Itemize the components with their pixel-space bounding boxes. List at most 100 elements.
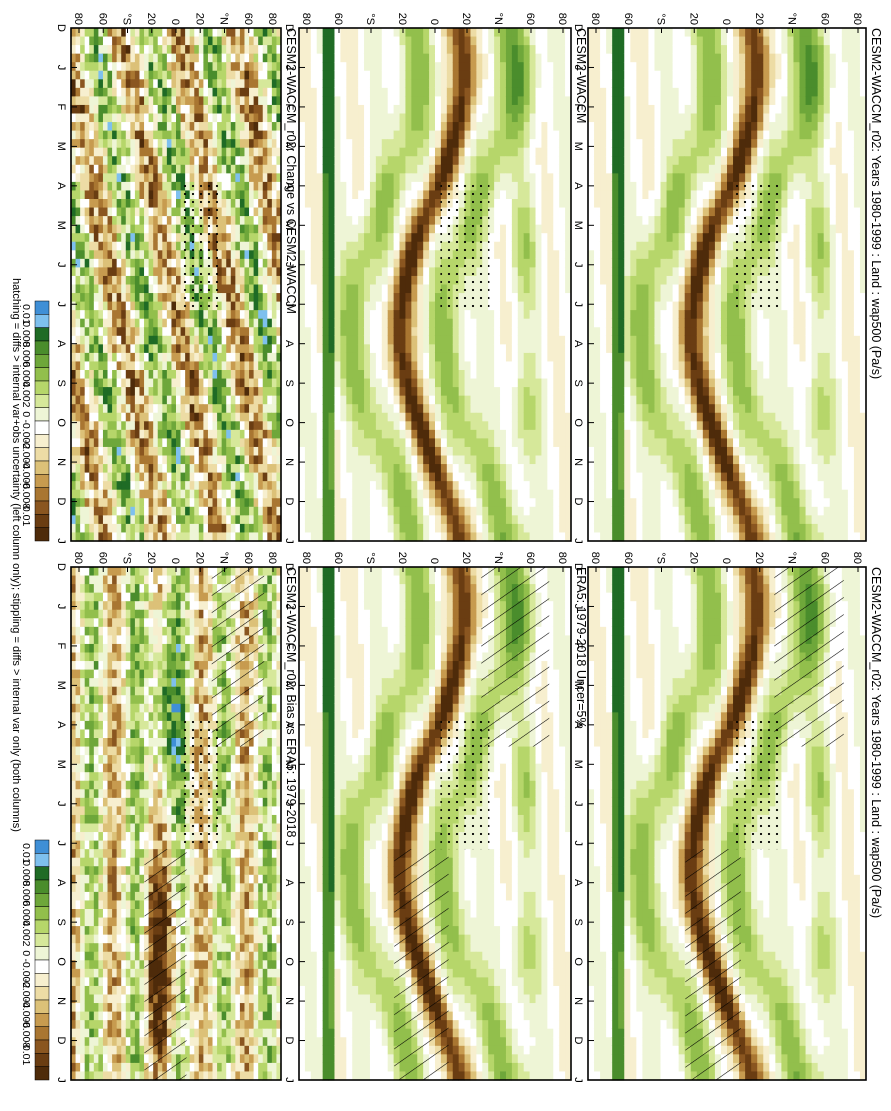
heat-cell: [587, 857, 595, 867]
heat-cell: [593, 823, 601, 833]
heat-cell: [617, 156, 625, 166]
heat-cell: [817, 900, 824, 910]
heat-cell: [629, 994, 637, 1004]
heat-cell: [690, 584, 697, 594]
heat-cell: [617, 87, 625, 97]
heat-cell: [672, 79, 679, 89]
heat-cell: [817, 789, 824, 799]
heat-cell: [720, 814, 727, 825]
heat-cell: [641, 584, 649, 594]
heat-cell: [647, 301, 655, 311]
heat-cell: [768, 53, 776, 63]
heat-cell: [744, 352, 752, 363]
heat-cell: [635, 190, 643, 200]
heat-cell: [623, 327, 631, 337]
heat-cell: [786, 823, 794, 833]
heat-cell: [792, 233, 800, 243]
heat-cell: [792, 370, 800, 380]
heat-cell: [744, 1003, 752, 1013]
heat-cell: [617, 284, 625, 294]
heat-cell: [829, 395, 836, 405]
heat-cell: [653, 729, 661, 739]
heat-cell: [720, 318, 727, 328]
heat-cell: [780, 36, 788, 46]
heat-cell: [774, 156, 782, 166]
heat-cell: [829, 327, 836, 337]
heat-cell: [641, 994, 649, 1004]
heat-cell: [829, 900, 836, 910]
heat-cell: [617, 652, 625, 662]
heat-cell: [623, 370, 631, 380]
heat-cell: [847, 310, 854, 320]
heat-cell: [780, 849, 788, 859]
heat-cell: [599, 780, 607, 790]
heat-cell: [641, 746, 649, 756]
heat-cell: [641, 327, 649, 337]
heat-cell: [629, 909, 637, 919]
heat-cell: [593, 592, 601, 602]
heat-cell: [798, 36, 806, 46]
heat-cell: [659, 241, 667, 251]
heat-cell: [593, 1071, 601, 1081]
heat-cell: [629, 797, 637, 807]
heat-cell: [599, 241, 607, 251]
heat-cell: [835, 755, 842, 765]
heat-cell: [823, 866, 830, 876]
heat-cell: [798, 1062, 806, 1073]
heat-cell: [841, 122, 848, 132]
heat-cell: [835, 746, 842, 756]
heat-cell: [605, 190, 613, 200]
heat-cell: [641, 678, 649, 688]
panels-layer: CESM2-WACCM_r02: Years 1980-1999 : Land …: [20, 13, 883, 1083]
heat-cell: [859, 712, 866, 722]
heat-cell: [641, 1020, 649, 1030]
heat-cell: [829, 310, 836, 320]
heat-cell: [811, 780, 818, 790]
heat-cell: [587, 712, 595, 722]
heat-cell: [714, 575, 721, 585]
heat-cell: [768, 994, 776, 1004]
heat-cell: [665, 626, 673, 636]
heat-cell: [841, 866, 848, 876]
heat-cell: [629, 327, 637, 337]
heat-cell: [762, 883, 770, 893]
heat-cell: [744, 883, 752, 893]
heat-cell: [593, 199, 601, 209]
heat-cell: [847, 139, 854, 149]
heat-cell: [629, 130, 637, 140]
heat-cell: [750, 618, 758, 628]
heat-cell: [792, 258, 800, 269]
heat-cell: [678, 592, 685, 602]
heat-cell: [702, 352, 709, 363]
heat-cell: [623, 772, 631, 782]
heat-cell: [792, 275, 800, 286]
heat-cell: [786, 139, 794, 149]
heat-cell: [617, 926, 625, 936]
heat-cell: [611, 293, 619, 303]
heat-cell: [792, 1062, 800, 1073]
heat-cell: [756, 62, 764, 72]
heat-cell: [599, 797, 607, 807]
heat-cell: [744, 849, 752, 859]
heat-cell: [653, 378, 661, 388]
heat-cell: [659, 994, 667, 1004]
heat-cell: [786, 951, 794, 961]
heat-cell: [629, 207, 637, 217]
heat-cell: [847, 900, 854, 910]
heat-cell: [665, 661, 673, 671]
heat-cell: [684, 36, 691, 46]
heat-cell: [659, 780, 667, 790]
heat-cell: [744, 686, 752, 696]
heat-cell: [829, 233, 836, 243]
heat-cell: [702, 28, 709, 38]
heat-cell: [599, 643, 607, 654]
heat-cell: [762, 977, 770, 987]
heat-cell: [853, 977, 860, 987]
heat-cell: [647, 635, 655, 645]
heat-cell: [653, 199, 661, 209]
heat-cell: [672, 395, 679, 405]
heat-cell: [623, 147, 631, 157]
heat-cell: [696, 216, 703, 226]
heat-cell: [853, 122, 860, 132]
heat-cell: [720, 797, 727, 807]
